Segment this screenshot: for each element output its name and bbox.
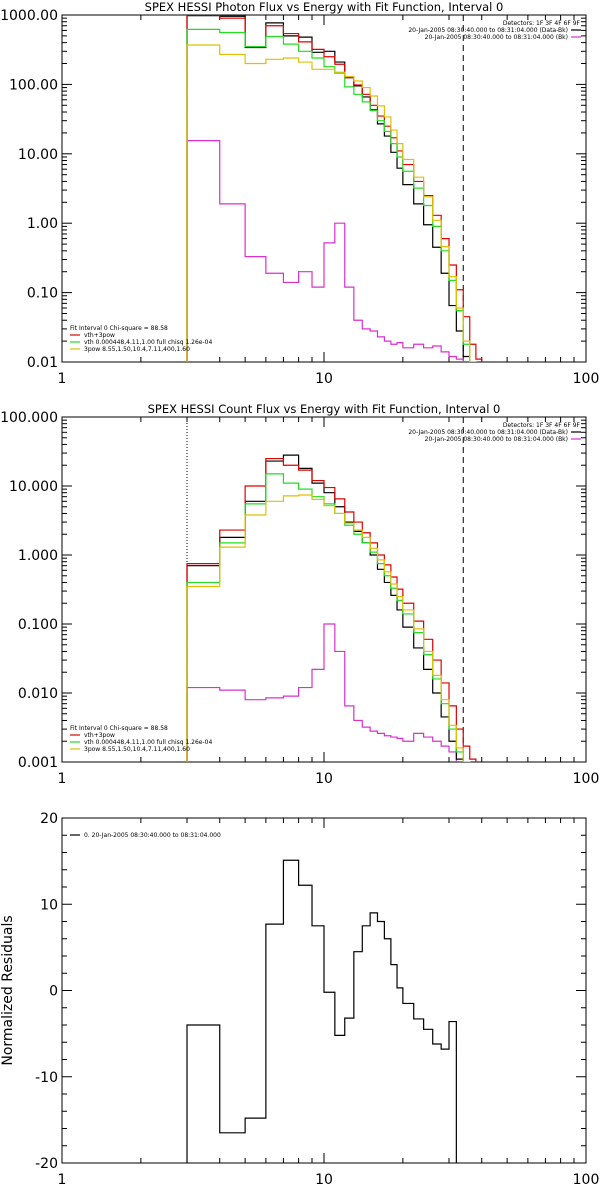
x-tick-label: 100 xyxy=(573,371,600,387)
y-tick-label: 10.000 xyxy=(9,479,58,495)
legend-entry: 0. 20-Jan-2005 08:30:40.000 to 08:31:04.… xyxy=(84,832,221,839)
legend-entry: Detectors: 1F 3F 4F 6F 9F xyxy=(503,20,581,27)
x-tick-label: 100 xyxy=(573,771,600,787)
y-axis-label: Normalized Residuals xyxy=(0,915,16,1065)
fit-legend-entry: 3pow 8.55,1.50,10.4,7.11,400,1.60 xyxy=(84,346,190,353)
y-tick-label: 0.100 xyxy=(18,617,58,633)
y-tick-label: 1000.00 xyxy=(0,8,58,24)
y-tick-label: 20 xyxy=(40,811,58,827)
series-line-3 xyxy=(186,473,464,762)
y-tick-label: 0.001 xyxy=(18,755,58,771)
x-tick-label: 1 xyxy=(58,1172,67,1188)
x-tick-label: 100 xyxy=(573,1172,600,1188)
y-tick-label: 100.000 xyxy=(0,410,58,426)
x-tick-label: 10 xyxy=(315,771,333,787)
legend-entry: Detectors: 1F 3F 4F 6F 9F xyxy=(503,422,581,429)
series-line-0 xyxy=(186,139,464,362)
x-tick-label: 10 xyxy=(315,371,333,387)
legend-entry: 20-Jan-2005 08:30:40.000 to 08:31:04.000… xyxy=(425,34,568,41)
fit-legend-entry: vth 0.000448,4.11,1.00 full chisq 1.26e-… xyxy=(84,339,212,346)
y-tick-label: -20 xyxy=(35,1156,58,1172)
chart-title: SPEX HESSI Count Flux vs Energy with Fit… xyxy=(148,402,501,416)
plot-frame xyxy=(61,416,587,763)
y-tick-label: -10 xyxy=(35,1070,58,1086)
chart-title: SPEX HESSI Photon Flux vs Energy with Fi… xyxy=(145,0,504,14)
legend-entry: 20-Jan-2005 08:30:40.000 to 08:31:04.000… xyxy=(425,436,568,443)
chart-0: SPEX HESSI Photon Flux vs Energy with Fi… xyxy=(0,0,600,387)
legend-entry: 20-Jan-2005 08:30:40.000 to 08:31:04.000… xyxy=(408,429,568,436)
x-tick-label: 10 xyxy=(315,1172,333,1188)
y-tick-label: 0 xyxy=(49,984,58,1000)
fit-legend-header: Fit Interval 0 Chi-square = 88.58 xyxy=(70,325,168,332)
y-tick-label: 0.10 xyxy=(27,286,58,302)
series-line-2 xyxy=(186,15,483,362)
y-tick-label: 10 xyxy=(40,897,58,913)
fit-legend-entry: 3pow 8.55,1.50,10.4,7.11,400,1.60 xyxy=(84,746,190,753)
chart-2: 1 10 100 -20 -10 0 10 20 Normalized Residuals 0. … xyxy=(0,811,600,1188)
y-tick-label: 0.01 xyxy=(27,355,58,371)
y-tick-label: 1.00 xyxy=(27,216,58,232)
series-line-4 xyxy=(186,44,477,362)
chart-1: SPEX HESSI Count Flux vs Energy with Fit… xyxy=(0,402,600,787)
y-tick-label: 1.000 xyxy=(18,548,58,564)
series-line-0 xyxy=(186,859,457,1163)
y-tick-label: 10.00 xyxy=(18,147,58,163)
legend-entry: 20-Jan-2005 08:30:40.000 to 08:31:04.000… xyxy=(408,27,568,34)
series-line-4 xyxy=(186,494,471,762)
series-line-1 xyxy=(186,15,471,362)
fit-legend-entry: vth+3pow xyxy=(84,332,115,339)
plot-area xyxy=(186,859,457,1163)
fit-legend-entry: vth 0.000448,4.11,1.00 full chisq 1.26e-… xyxy=(84,739,212,746)
series-line-0 xyxy=(186,623,457,762)
plot-area xyxy=(186,15,483,362)
x-tick-label: 1 xyxy=(58,771,67,787)
fit-legend-entry: vth+3pow xyxy=(84,732,115,739)
plot-area xyxy=(186,417,477,762)
fit-legend-header: Fit Interval 0 Chi-square = 88.58 xyxy=(70,725,168,732)
x-tick-label: 1 xyxy=(58,371,67,387)
y-tick-label: 100.00 xyxy=(9,77,58,93)
series-line-2 xyxy=(186,457,477,762)
y-tick-label: 0.010 xyxy=(18,686,58,702)
